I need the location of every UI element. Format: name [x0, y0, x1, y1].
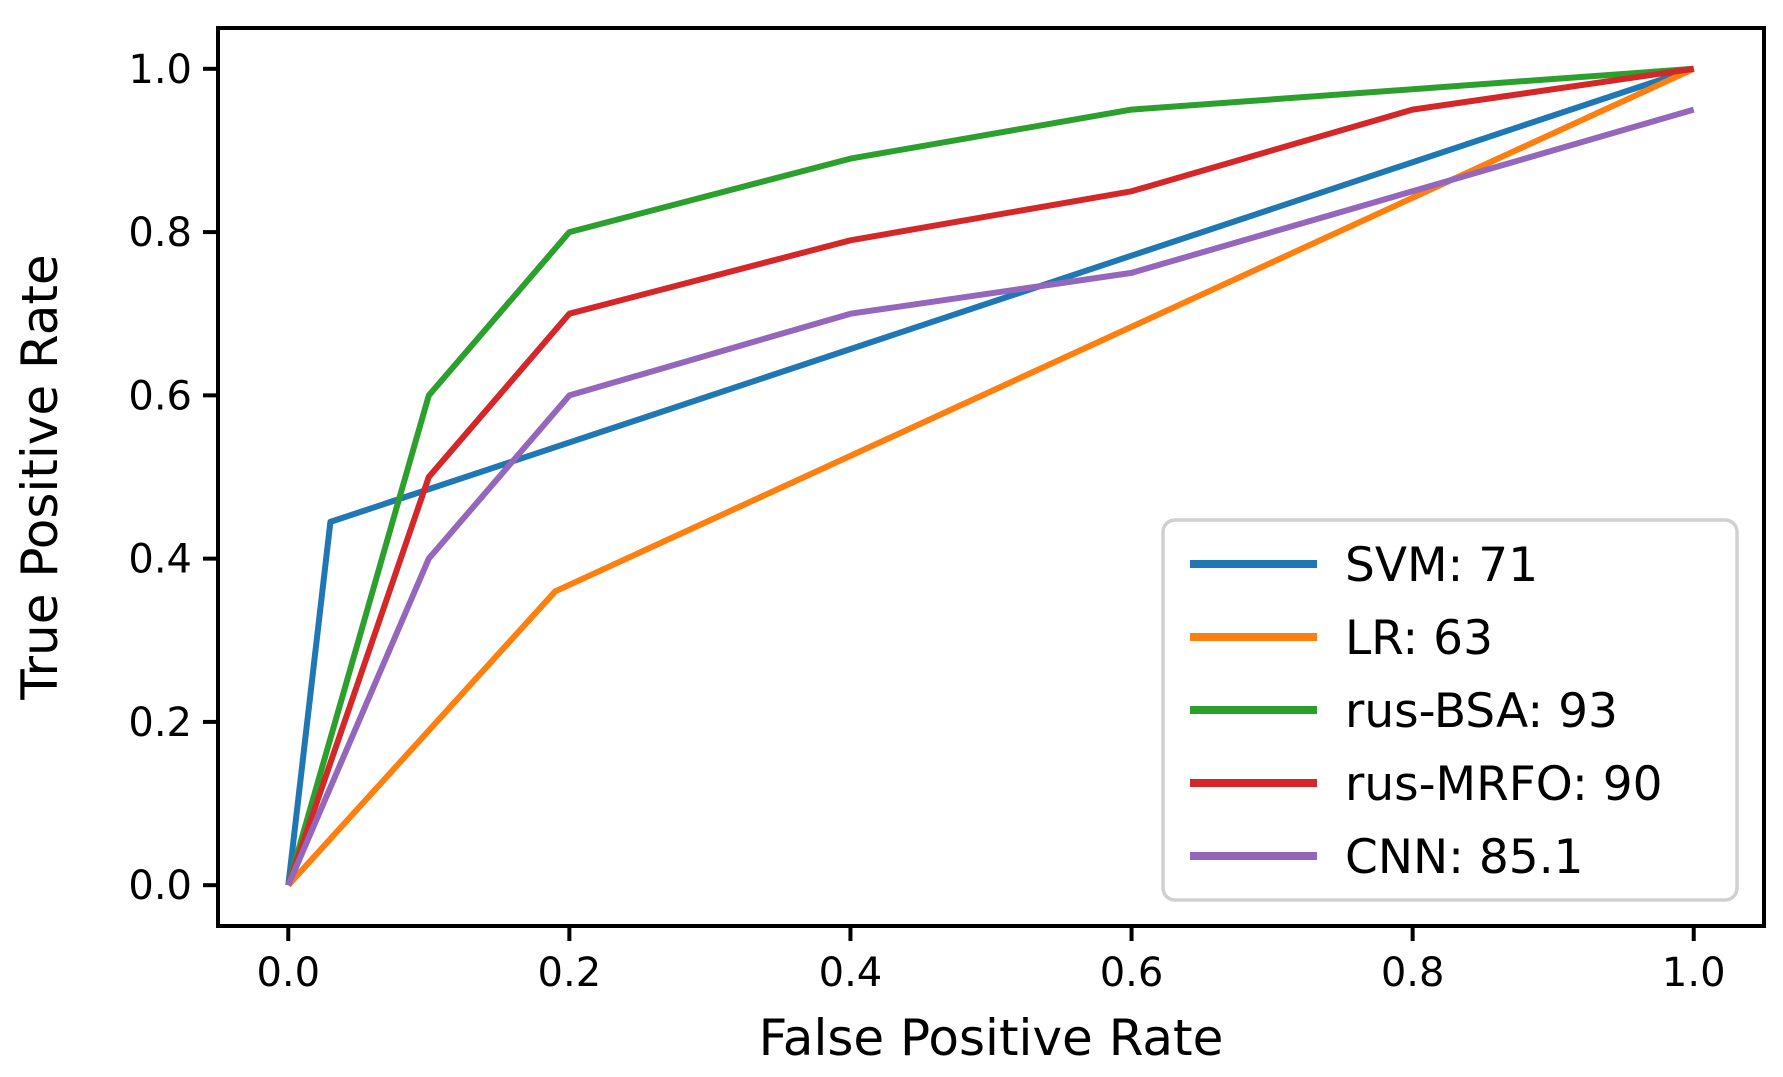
x-tick-label: 0.0: [256, 950, 320, 996]
series-line-rus-MRFO: [285, 65, 1695, 887]
x-axis-label: False Positive Rate: [759, 1009, 1224, 1067]
x-tick-label: 1.0: [1662, 950, 1726, 996]
series-line-rus-BSA: [285, 65, 1694, 887]
legend-label-SVM: SVM: 71: [1345, 538, 1538, 593]
y-tick-label: 0.4: [128, 537, 192, 583]
y-axis-label: True Positive Rate: [11, 254, 69, 700]
y-tick-label: 1.0: [128, 47, 192, 93]
series-line-CNN: [285, 106, 1695, 887]
x-tick-label: 0.4: [819, 950, 883, 996]
legend-label-LR: LR: 63: [1345, 611, 1493, 666]
series-line-LR: [286, 66, 1695, 888]
legend-entry-LR: LR: 63: [1190, 611, 1493, 666]
chart-plot-area: 0.0 0.2 0.4 0.6 0.8 1.0 0.0 0.2 0.4 0.6 0.8 1.0 SVM:…: [128, 26, 1766, 996]
legend-entry-SVM: SVM: 71: [1190, 538, 1538, 593]
legend-entry-rus-BSA: rus-BSA: 93: [1190, 684, 1618, 739]
axes-spines: [216, 26, 1766, 928]
y-tick-label: 0.0: [128, 863, 192, 909]
x-tick-label: 0.8: [1381, 950, 1445, 996]
legend-entry-CNN: CNN: 85.1: [1190, 830, 1584, 885]
y-tick-label: 0.6: [128, 373, 192, 419]
y-tick-label: 0.8: [128, 210, 192, 256]
x-tick-label: 0.2: [538, 950, 602, 996]
legend-box: [1161, 518, 1739, 902]
legend-label-rus-BSA: rus-BSA: 93: [1345, 684, 1618, 739]
legend-label-rus-MRFO: rus-MRFO: 90: [1345, 757, 1663, 812]
x-tick-label: 0.6: [1100, 950, 1164, 996]
series-line-SVM: [285, 65, 1695, 886]
legend-entry-rus-MRFO: rus-MRFO: 90: [1190, 757, 1663, 812]
legend-label-CNN: CNN: 85.1: [1345, 830, 1584, 885]
y-tick-label: 0.2: [128, 700, 192, 746]
